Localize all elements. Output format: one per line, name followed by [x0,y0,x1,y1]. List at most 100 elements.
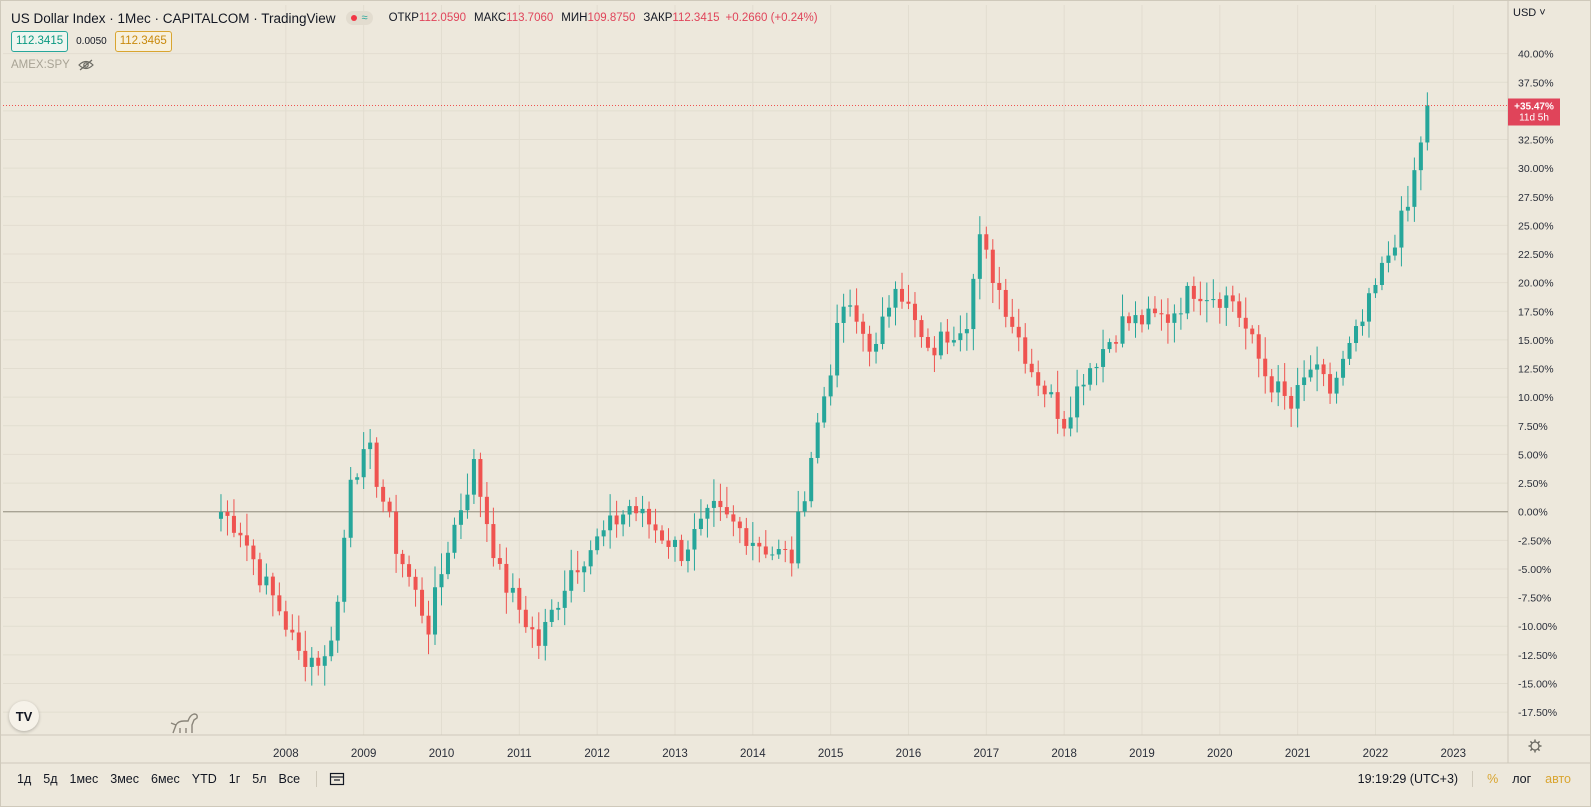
candle-body[interactable] [394,511,399,554]
symbol-title[interactable]: US Dollar Index · 1Мес · CAPITALCOM · Tr… [11,10,336,26]
date-range-icon[interactable] [329,772,345,786]
candle-body[interactable] [770,554,775,556]
candle-body[interactable] [296,632,301,651]
candle-body[interactable] [1315,364,1320,370]
candle-body[interactable] [556,607,561,610]
candle-body[interactable] [835,322,840,376]
candle-body[interactable] [899,288,905,302]
candle-body[interactable] [1114,342,1119,344]
candle-body[interactable] [478,459,483,497]
candle-body[interactable] [1334,377,1339,394]
candle-body[interactable] [841,306,846,323]
last-price-tag[interactable] [1508,98,1560,126]
candle-body[interactable] [783,548,788,550]
candle-body[interactable] [1425,105,1430,143]
candle-body[interactable] [1392,247,1397,256]
candle-body[interactable] [1354,326,1359,343]
candle-body[interactable] [1217,299,1222,308]
candle-body[interactable] [290,629,295,633]
candle-body[interactable] [796,511,801,564]
candle-body[interactable] [893,288,898,308]
candle-body[interactable] [887,307,892,317]
candle-body[interactable] [1075,386,1080,418]
candle-body[interactable] [1224,295,1229,308]
eye-hidden-icon[interactable] [77,59,94,71]
candle-body[interactable] [1321,364,1326,375]
candle-body[interactable] [1379,262,1384,285]
candle-body[interactable] [277,595,282,612]
candle-body[interactable] [854,305,859,322]
candle-body[interactable] [627,506,632,515]
candle-body[interactable] [1139,315,1144,325]
candle-body[interactable] [426,615,431,635]
candle-body[interactable] [640,508,645,514]
candle-body[interactable] [1308,369,1313,378]
candle-body[interactable] [452,524,457,553]
candle-body[interactable] [549,609,554,622]
candle-body[interactable] [705,507,710,519]
candle-body[interactable] [932,347,937,356]
tradingview-logo-icon[interactable]: TV [9,701,39,731]
candle-body[interactable] [822,396,827,423]
candle-body[interactable] [283,611,288,630]
candle-body[interactable] [1003,289,1008,317]
candle-body[interactable] [744,528,749,546]
candle-body[interactable] [1243,317,1248,329]
candle-body[interactable] [510,587,515,593]
candle-body[interactable] [828,375,833,397]
candle-body[interactable] [984,234,989,250]
candle-body[interactable] [225,511,230,516]
candle-body[interactable] [530,627,535,630]
candle-body[interactable] [1302,377,1307,386]
timeframe-1y[interactable]: 1г [228,772,241,786]
candle-body[interactable] [439,574,444,588]
candle-body[interactable] [964,329,969,334]
market-status-badge[interactable]: ≈ [345,11,373,25]
candle-body[interactable] [1204,300,1209,302]
candle-body[interactable] [621,514,626,525]
candle-body[interactable] [400,553,405,565]
candle-body[interactable] [1366,293,1371,322]
candle-body[interactable] [977,234,982,279]
candle-body[interactable] [614,515,619,525]
timeframe-5d[interactable]: 5д [43,772,58,786]
timeframe-1d[interactable]: 1д [17,772,32,786]
candle-body[interactable] [342,537,347,602]
candle-body[interactable] [1049,392,1054,395]
candle-body[interactable] [407,564,412,577]
candle-body[interactable] [445,552,450,575]
candle-body[interactable] [1263,358,1268,377]
candle-body[interactable] [1029,363,1034,373]
currency-selector[interactable]: USD ˅ [1513,7,1546,19]
candle-body[interactable] [945,331,950,343]
candle-body[interactable] [848,305,853,307]
candle-body[interactable] [1282,381,1287,396]
candle-body[interactable] [1042,385,1047,395]
candle-body[interactable] [465,494,470,511]
candle-body[interactable] [1405,206,1410,211]
candle-body[interactable] [348,479,353,538]
candle-body[interactable] [432,587,438,635]
sell-price-button[interactable]: 112.3415 [11,31,69,52]
timeframe-3m[interactable]: 3мес [110,772,139,786]
candle-body[interactable] [1133,315,1138,324]
candle-body[interactable] [471,459,476,495]
candle-body[interactable] [303,650,308,667]
log-scale-toggle[interactable]: лог [1512,772,1532,786]
timeframe-1m[interactable]: 1мес [69,772,99,786]
candle-body[interactable] [776,548,781,555]
candle-body[interactable] [595,536,600,551]
candle-body[interactable] [517,587,522,610]
candle-body[interactable] [919,320,924,338]
candle-body[interactable] [906,301,911,304]
candle-body[interactable] [361,449,366,478]
candle-body[interactable] [1276,381,1281,393]
timeframe-all[interactable]: Все [278,772,301,786]
candle-body[interactable] [1289,395,1294,409]
candle-body[interactable] [634,506,639,514]
candle-body[interactable] [1412,170,1417,207]
candle-body[interactable] [413,576,418,590]
candle-body[interactable] [504,563,509,593]
candle-body[interactable] [867,333,872,352]
candle-body[interactable] [711,500,716,508]
